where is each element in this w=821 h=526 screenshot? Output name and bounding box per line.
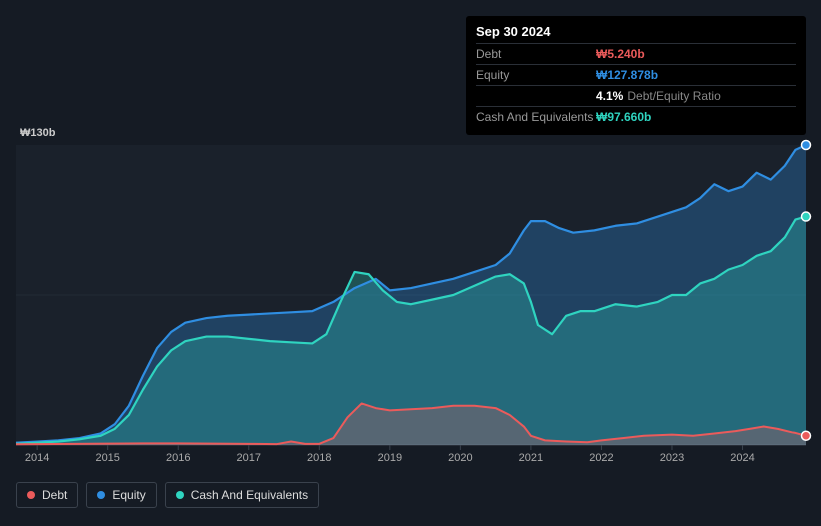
x-axis-tick: 2021 [519,452,543,464]
series-marker [802,431,811,440]
x-axis-tick: 2023 [660,452,684,464]
legend-item-debt[interactable]: Debt [16,482,78,508]
x-axis-tick: 2017 [237,452,261,464]
legend-dot-icon [176,491,184,499]
x-axis-tick: 2022 [589,452,613,464]
x-axis-tick: 2014 [25,452,49,464]
legend-item-cash-and-equivalents[interactable]: Cash And Equivalents [165,482,319,508]
x-axis-tick: 2016 [166,452,190,464]
legend-label: Debt [42,488,67,502]
x-axis-tick: 2019 [378,452,402,464]
legend-dot-icon [27,491,35,499]
legend-item-equity[interactable]: Equity [86,482,156,508]
legend-dot-icon [97,491,105,499]
chart-legend: Debt Equity Cash And Equivalents [16,482,319,508]
x-axis-tick: 2020 [448,452,472,464]
x-axis-tick: 2024 [730,452,754,464]
debt-equity-chart [0,0,821,470]
series-marker [802,212,811,221]
series-marker [802,141,811,150]
legend-label: Cash And Equivalents [191,488,308,502]
legend-label: Equity [112,488,145,502]
x-axis-tick: 2018 [307,452,331,464]
x-axis-tick: 2015 [95,452,119,464]
